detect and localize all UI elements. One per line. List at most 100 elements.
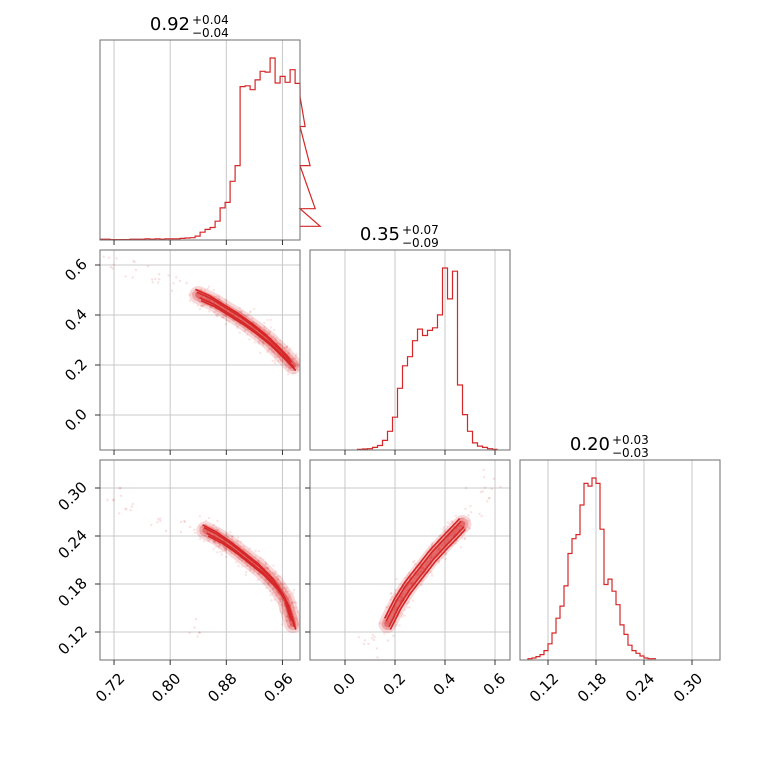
scatter-point — [112, 498, 115, 501]
scatter-point — [269, 318, 272, 322]
scatter-point — [218, 543, 222, 546]
scatter-point — [392, 634, 395, 637]
scatter-point — [170, 289, 173, 292]
contour-inner — [195, 292, 296, 368]
scatter-point — [285, 615, 288, 618]
scatter-point — [437, 560, 441, 563]
scatter-point — [231, 535, 234, 538]
scatter-point — [292, 358, 295, 361]
scatter-point — [378, 622, 381, 625]
scatter-point — [286, 345, 289, 348]
scatter-point — [235, 326, 239, 329]
scatter-point — [258, 342, 261, 345]
scatter-point — [129, 509, 132, 512]
scatter-point — [175, 276, 178, 279]
scatter-point — [256, 578, 260, 582]
scatter-point — [285, 345, 289, 348]
scatter-point — [172, 282, 175, 285]
scatter-point — [271, 571, 275, 574]
scatter-point — [236, 536, 240, 539]
scatter-point — [444, 557, 447, 560]
scatter-point — [224, 548, 227, 552]
scatter-point — [218, 544, 221, 548]
scatter-point — [279, 582, 282, 585]
contour-line-2 — [383, 517, 461, 619]
scatter-point — [244, 573, 248, 576]
scatter-point — [258, 326, 262, 329]
scatter-point — [279, 359, 283, 362]
scatter-point — [157, 518, 160, 521]
scatter-point — [279, 358, 282, 361]
scatter-point — [211, 526, 215, 530]
scatter-point — [407, 572, 411, 576]
scatter-point — [270, 349, 273, 352]
panel-content — [357, 468, 502, 659]
density-panel-1-3 — [95, 459, 301, 665]
scatter-point — [460, 525, 463, 528]
scatter-point — [487, 497, 490, 500]
scatter-point — [285, 587, 289, 590]
scatter-point — [248, 311, 252, 314]
scatter-point — [115, 257, 118, 260]
scatter-point — [362, 642, 366, 645]
panel-title-minus: −0.04 — [192, 26, 229, 40]
scatter-point — [198, 631, 201, 634]
scatter-point — [217, 528, 220, 531]
scatter-point — [218, 545, 221, 548]
scatter-point — [224, 555, 228, 559]
scatter-point — [386, 620, 390, 623]
scatter-point — [399, 595, 403, 598]
panel-content — [102, 255, 300, 376]
scatter-point — [134, 268, 138, 272]
scatter-point — [215, 542, 218, 545]
scatter-point — [246, 550, 250, 553]
scatter-point — [245, 315, 248, 318]
scatter-point — [205, 530, 209, 533]
scatter-point — [265, 350, 269, 354]
scatter-point — [293, 371, 297, 375]
scatter-point — [198, 299, 201, 302]
scatter-point — [430, 555, 433, 559]
x-tick-label: 0.0 — [330, 670, 360, 700]
scatter-point — [398, 624, 401, 627]
panel-frame — [309, 459, 511, 661]
scatter-point — [267, 582, 270, 585]
scatter-point — [284, 619, 288, 622]
scatter-point — [386, 639, 390, 642]
scatter-point — [456, 529, 459, 532]
scatter-point — [418, 573, 421, 576]
scatter-point — [462, 517, 465, 520]
scatter-point — [461, 537, 464, 540]
scatter-point — [133, 260, 136, 264]
scatter-point — [218, 297, 221, 301]
scatter-point — [178, 279, 182, 283]
scatter-point — [400, 615, 404, 618]
scatter-point — [216, 529, 219, 532]
scatter-point — [264, 563, 268, 566]
scatter-point — [268, 331, 272, 334]
scatter-point — [398, 599, 401, 603]
scatter-point — [273, 576, 276, 580]
scatter-point — [408, 606, 411, 609]
scatter-point — [263, 326, 266, 329]
scatter-point — [383, 621, 386, 624]
scatter-point — [437, 561, 440, 564]
scatter-point — [200, 305, 203, 308]
scatter-point — [131, 502, 135, 506]
scatter-point — [278, 342, 281, 346]
scatter-point — [492, 477, 496, 480]
scatter-point — [443, 530, 446, 533]
scatter-point — [430, 556, 433, 559]
scatter-point — [107, 256, 111, 259]
scatter-point — [274, 355, 277, 359]
scatter-point — [415, 574, 419, 577]
scatter-point — [406, 606, 409, 609]
scatter-point — [279, 598, 283, 601]
scatter-point — [403, 592, 407, 595]
scatter-point — [194, 618, 198, 621]
scatter-point — [410, 582, 413, 585]
scatter-point — [437, 548, 441, 551]
scatter-point — [259, 351, 262, 355]
scatter-point — [259, 576, 263, 579]
scatter-point — [212, 311, 215, 314]
